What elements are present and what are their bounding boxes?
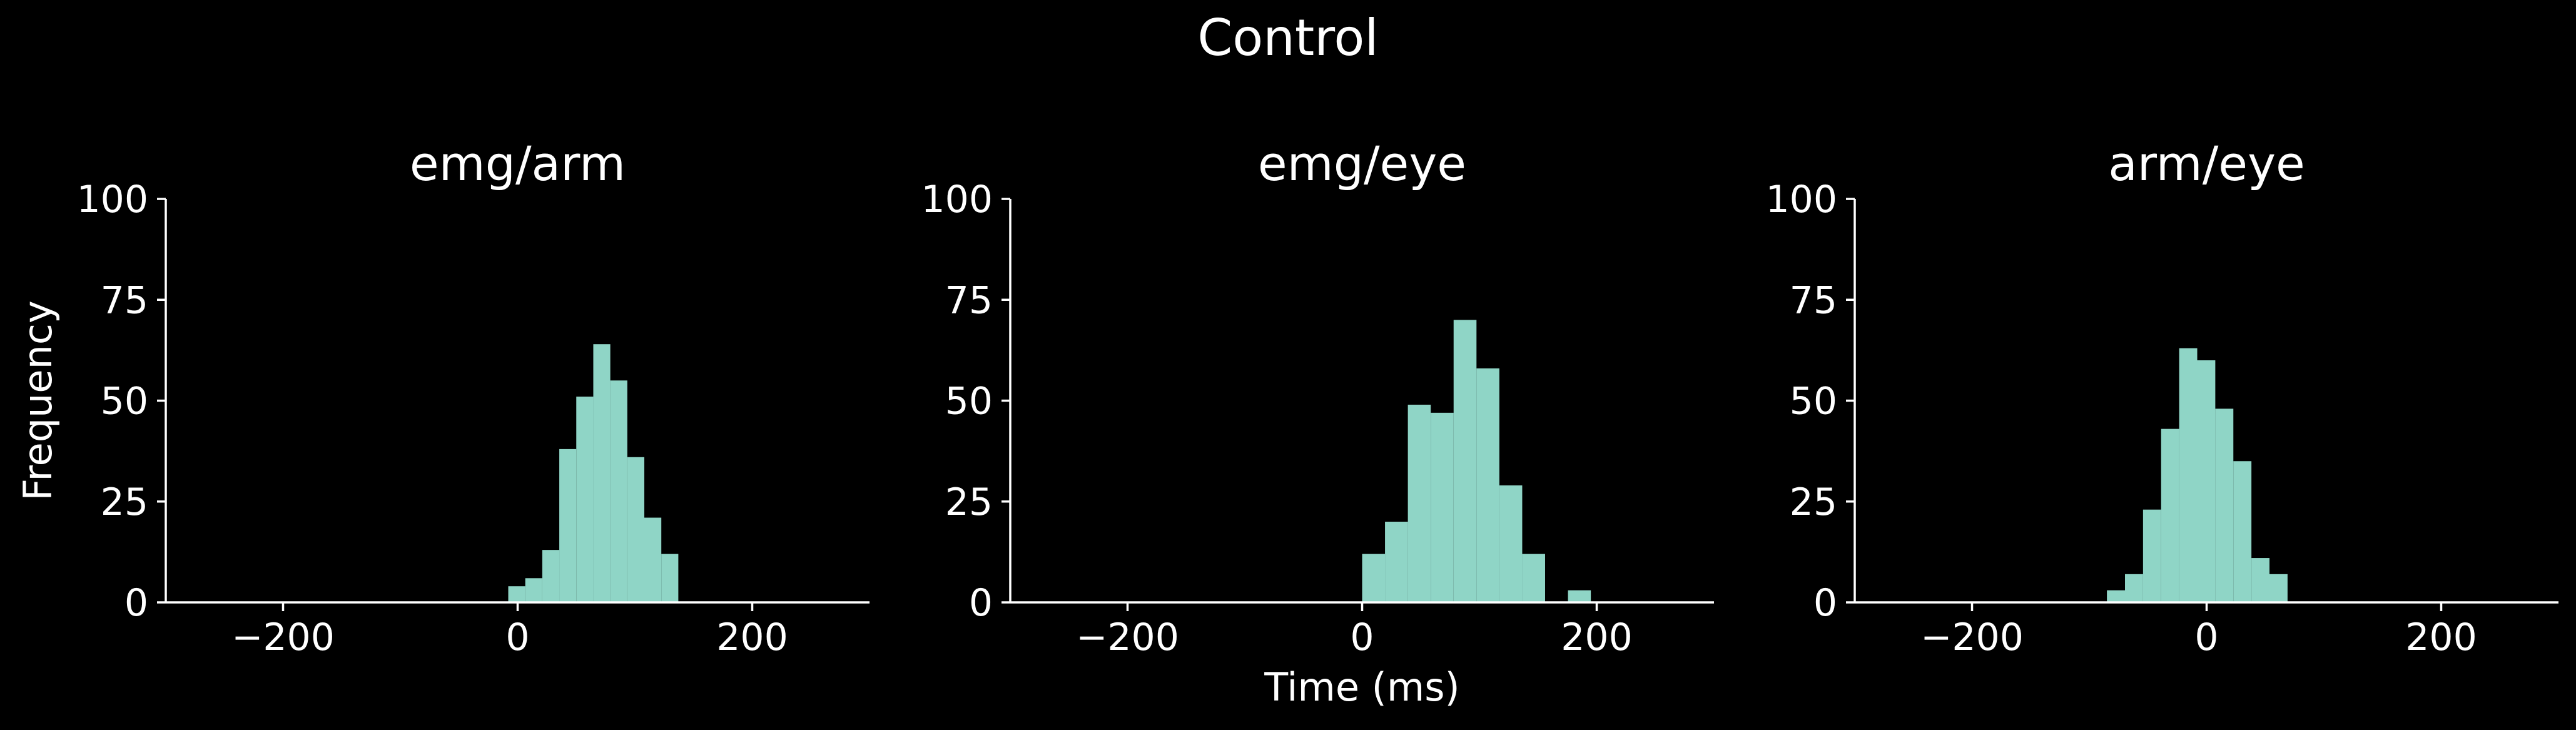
y-tick-label: 100 bbox=[76, 178, 148, 221]
y-tick-label: 100 bbox=[1765, 178, 1837, 221]
histogram-bar bbox=[508, 586, 525, 602]
histogram-bar bbox=[593, 344, 611, 602]
y-tick-label: 50 bbox=[101, 380, 148, 423]
histogram-bar bbox=[576, 397, 594, 602]
histogram-bar bbox=[2215, 408, 2234, 602]
histogram-bar bbox=[1385, 522, 1408, 602]
histogram-bar bbox=[559, 449, 577, 602]
histogram-bar bbox=[661, 554, 679, 602]
histogram-bar bbox=[1431, 412, 1454, 602]
y-tick-label: 75 bbox=[1790, 278, 1837, 322]
panels: −200 0 200 0 25 50 75 100 emg/arm Frequency −200 0 2… bbox=[15, 136, 2558, 710]
histogram-bar bbox=[2269, 574, 2288, 602]
histogram-bar bbox=[1362, 554, 1386, 602]
x-tick-label: 200 bbox=[1561, 616, 1633, 659]
histogram-bar bbox=[1499, 485, 1523, 602]
histogram-bar bbox=[2107, 590, 2125, 602]
chart-panel-2: −200 0 200 0 25 50 75 100 arm/eye bbox=[1765, 136, 2558, 659]
x-tick-label: −200 bbox=[231, 616, 335, 659]
y-tick-label: 100 bbox=[921, 178, 993, 221]
x-tick-label: 200 bbox=[2405, 616, 2477, 659]
y-tick-label: 25 bbox=[1790, 480, 1837, 524]
y-axis-label: Frequency bbox=[15, 300, 61, 500]
histogram-bar bbox=[542, 550, 560, 602]
histogram-bar bbox=[2179, 348, 2198, 602]
histogram-bar bbox=[2161, 428, 2179, 602]
histogram-bar bbox=[525, 578, 542, 602]
histogram-bar bbox=[627, 457, 644, 602]
x-tick-label: 200 bbox=[716, 616, 788, 659]
chart-panel-1: −200 0 200 0 25 50 75 100 emg/eye Time (ms) bbox=[921, 136, 1714, 710]
y-tick-label: 25 bbox=[101, 480, 148, 524]
histogram-bar bbox=[1522, 554, 1545, 602]
figure-title: Control bbox=[1197, 9, 1378, 67]
histogram-bar bbox=[2197, 360, 2216, 602]
panel-title: emg/arm bbox=[410, 136, 626, 191]
chart-panel-0: −200 0 200 0 25 50 75 100 emg/arm Frequency bbox=[15, 136, 870, 659]
panel-title: arm/eye bbox=[2108, 136, 2305, 191]
panel-title: emg/eye bbox=[1258, 136, 1466, 191]
x-tick-label: 0 bbox=[505, 616, 529, 659]
y-tick-label: 50 bbox=[945, 380, 993, 423]
y-tick-label: 25 bbox=[945, 480, 993, 524]
histogram-bar bbox=[610, 380, 627, 602]
y-tick-label: 75 bbox=[945, 278, 993, 322]
histogram-bar bbox=[644, 517, 662, 602]
y-tick-label: 75 bbox=[101, 278, 148, 322]
y-tick-label: 0 bbox=[1813, 581, 1837, 625]
x-tick-label: −200 bbox=[1076, 616, 1179, 659]
x-tick-label: 0 bbox=[2194, 616, 2218, 659]
histogram-bar bbox=[1568, 590, 1591, 602]
x-tick-label: −200 bbox=[1920, 616, 2024, 659]
y-tick-label: 50 bbox=[1790, 380, 1837, 423]
y-tick-label: 0 bbox=[124, 581, 148, 625]
histogram-bar bbox=[1407, 404, 1431, 602]
x-tick-label: 0 bbox=[1350, 616, 1374, 659]
histogram-bar bbox=[2125, 574, 2143, 602]
y-tick-label: 0 bbox=[969, 581, 993, 625]
x-axis-label: Time (ms) bbox=[1264, 664, 1460, 710]
histogram-bar bbox=[2142, 509, 2161, 602]
histogram-bar bbox=[2251, 558, 2269, 602]
histogram-bar bbox=[1476, 368, 1499, 602]
histogram-bar bbox=[1453, 320, 1477, 602]
histogram-bar bbox=[2233, 461, 2252, 602]
